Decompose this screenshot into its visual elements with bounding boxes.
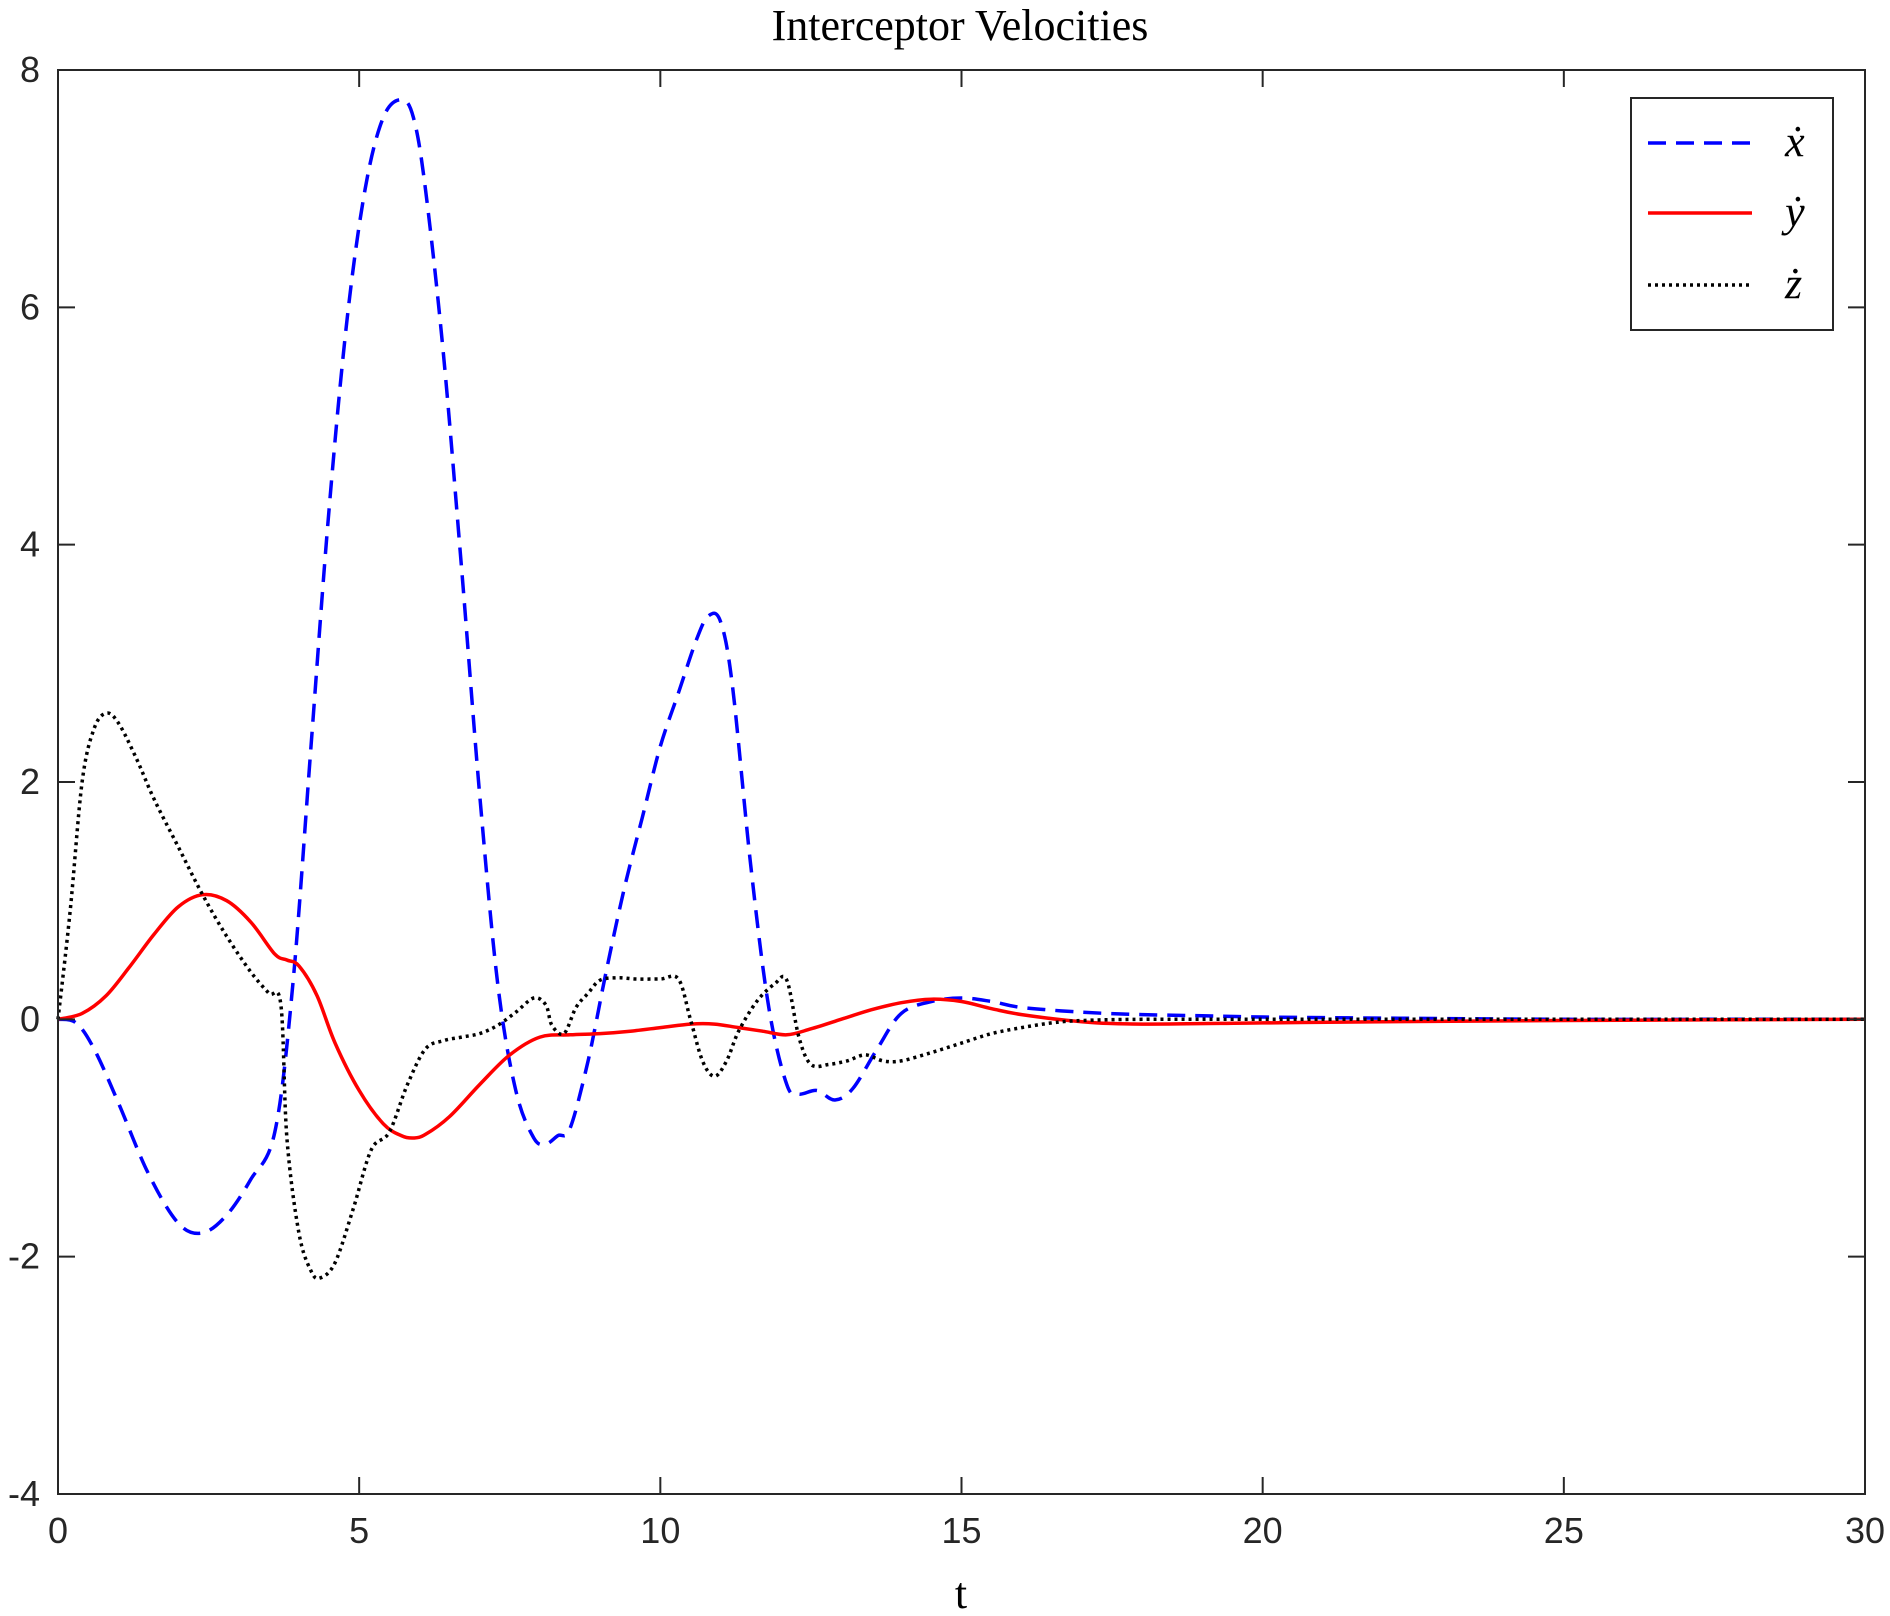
chart-title: Interceptor Velocities <box>772 1 1149 50</box>
y-tick-label: 4 <box>20 524 40 565</box>
x-tick-label: 15 <box>941 1510 981 1551</box>
x-tick-label: 0 <box>48 1510 68 1551</box>
legend-label-z-dot: ż <box>1784 259 1802 308</box>
y-tick-label: 8 <box>20 49 40 90</box>
legend: ẋ ẏ ż <box>1630 97 1834 331</box>
x-tick-label: 25 <box>1544 1510 1584 1551</box>
legend-label-y-dot: ẏ <box>1781 187 1805 236</box>
x-tick-label: 5 <box>349 1510 369 1551</box>
legend-label-x-dot: ẋ <box>1784 117 1805 166</box>
x-tick-label: 10 <box>640 1510 680 1551</box>
y-tick-label: -4 <box>8 1473 40 1514</box>
x-tick-label: 30 <box>1845 1510 1885 1551</box>
ticks-layer: 0 5 10 15 20 25 30 -4 -2 0 2 4 6 8 <box>8 49 1885 1551</box>
y-tick-label: 2 <box>20 761 40 802</box>
y-tick-label: -2 <box>8 1236 40 1277</box>
y-tick-label: 6 <box>20 286 40 327</box>
y-tick-label: 0 <box>20 998 40 1039</box>
series-layer <box>56 97 1866 1281</box>
x-axis-label: t <box>955 1569 967 1616</box>
series-x-dot-line <box>57 97 1865 1236</box>
series-z-dot-line <box>56 711 1865 1281</box>
x-tick-label: 20 <box>1243 1510 1283 1551</box>
series-y-dot-line <box>57 892 1866 1140</box>
